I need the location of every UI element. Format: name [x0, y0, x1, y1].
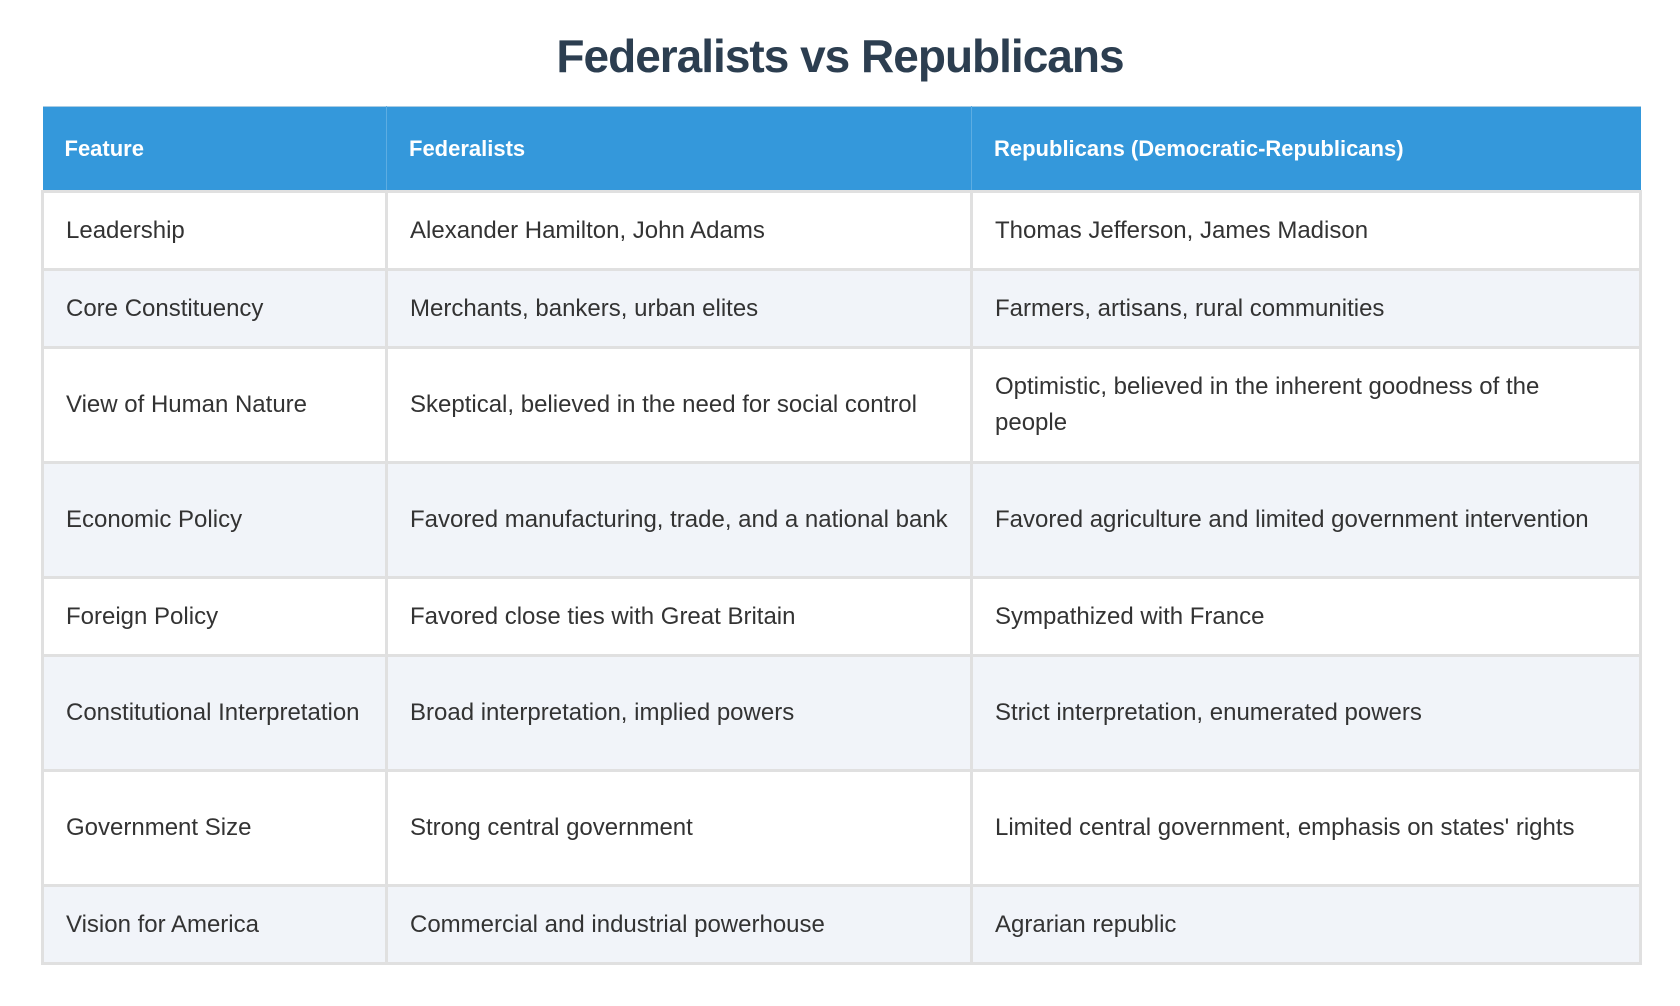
table-row: Constitutional Interpretation Broad inte… [41, 654, 1642, 772]
federalists-cell: Favored manufacturing, trade, and a nati… [385, 461, 973, 579]
republicans-cell: Thomas Jefferson, James Madison [970, 190, 1642, 271]
feature-cell: View of Human Nature [41, 346, 388, 464]
feature-cell: Vision for America [41, 884, 388, 965]
feature-cell: Foreign Policy [41, 576, 388, 657]
table-row: Government Size Strong central governmen… [41, 769, 1642, 887]
federalists-cell: Commercial and industrial powerhouse [385, 884, 973, 965]
column-header-federalists: Federalists [386, 106, 972, 192]
republicans-cell: Strict interpretation, enumerated powers [970, 654, 1642, 772]
header-row: Feature Federalists Republicans (Democra… [42, 106, 1641, 192]
republicans-cell: Optimistic, believed in the inherent goo… [970, 346, 1642, 464]
feature-cell: Core Constituency [41, 268, 388, 349]
table-row: Foreign Policy Favored close ties with G… [41, 576, 1642, 657]
feature-cell: Constitutional Interpretation [41, 654, 388, 772]
republicans-cell: Farmers, artisans, rural communities [970, 268, 1642, 349]
column-header-republicans: Republicans (Democratic-Republicans) [971, 106, 1641, 192]
feature-cell: Government Size [41, 769, 388, 887]
federalists-cell: Alexander Hamilton, John Adams [385, 190, 973, 271]
table-header: Feature Federalists Republicans (Democra… [42, 106, 1641, 192]
feature-cell: Economic Policy [41, 461, 388, 579]
table-row: View of Human Nature Skeptical, believed… [41, 346, 1642, 464]
page-title: Federalists vs Republicans [556, 30, 1124, 82]
federalists-cell: Broad interpretation, implied powers [385, 654, 973, 772]
column-header-feature: Feature [42, 106, 387, 192]
republicans-cell: Agrarian republic [970, 884, 1642, 965]
table-body: Leadership Alexander Hamilton, John Adam… [41, 190, 1642, 965]
federalists-cell: Merchants, bankers, urban elites [385, 268, 973, 349]
republicans-cell: Sympathized with France [970, 576, 1642, 657]
table-row: Economic Policy Favored manufacturing, t… [41, 461, 1642, 579]
federalists-cell: Favored close ties with Great Britain [385, 576, 973, 657]
feature-cell: Leadership [41, 190, 388, 271]
republicans-cell: Limited central government, emphasis on … [970, 769, 1642, 887]
table-row: Leadership Alexander Hamilton, John Adam… [41, 190, 1642, 271]
republicans-cell: Favored agriculture and limited governme… [970, 461, 1642, 579]
table-row: Vision for America Commercial and indust… [41, 884, 1642, 965]
federalists-cell: Skeptical, believed in the need for soci… [385, 346, 973, 464]
federalists-cell: Strong central government [385, 769, 973, 887]
comparison-table: Feature Federalists Republicans (Democra… [41, 106, 1642, 965]
table-row: Core Constituency Merchants, bankers, ur… [41, 268, 1642, 349]
